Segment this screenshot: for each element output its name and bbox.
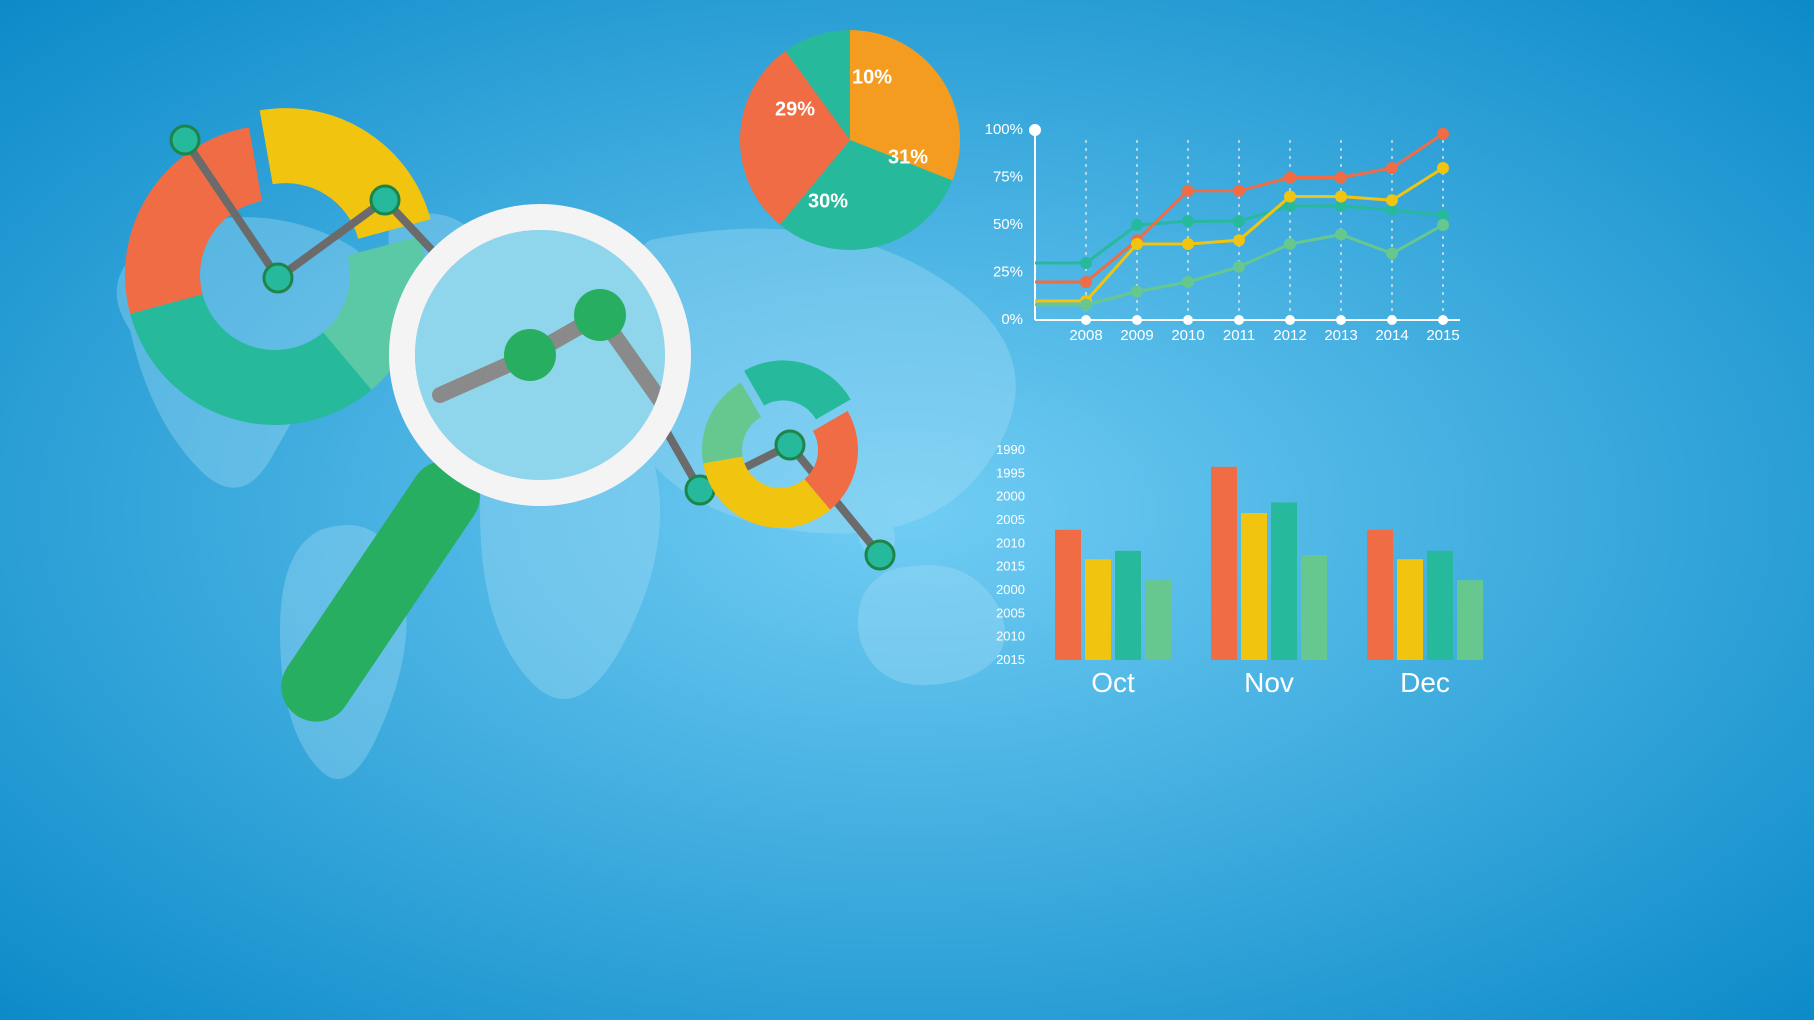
line-series-marker bbox=[1335, 229, 1347, 241]
line-series-marker bbox=[1131, 238, 1143, 250]
bar bbox=[1085, 559, 1111, 660]
line-series-marker bbox=[1182, 276, 1194, 288]
bar-chart-ytick: 2010 bbox=[996, 535, 1025, 550]
bar-chart-category: Nov bbox=[1244, 667, 1294, 698]
pie-chart: 10% 31% 30% 29% bbox=[740, 30, 960, 250]
line-series-marker bbox=[1437, 128, 1449, 140]
line-series-marker bbox=[1233, 215, 1245, 227]
bar bbox=[1055, 530, 1081, 660]
pie-slice-label: 31% bbox=[888, 146, 928, 168]
line-chart-xtick: 2015 bbox=[1426, 327, 1459, 344]
bar bbox=[1271, 503, 1297, 661]
line-chart-ytick: 50% bbox=[993, 216, 1023, 233]
bar-chart-category: Oct bbox=[1091, 667, 1135, 698]
trend-node bbox=[866, 541, 894, 569]
line-series-marker bbox=[1284, 172, 1296, 184]
bar bbox=[1145, 580, 1171, 660]
trend-node bbox=[264, 264, 292, 292]
bar-chart-ytick: 2015 bbox=[996, 652, 1025, 667]
pie-slice-label: 10% bbox=[852, 66, 892, 88]
line-chart-xtick: 2011 bbox=[1223, 327, 1255, 344]
bar bbox=[1241, 513, 1267, 660]
line-chart-ytick: 0% bbox=[1001, 311, 1023, 328]
line-series-marker bbox=[1080, 276, 1092, 288]
line-series-marker bbox=[1131, 219, 1143, 231]
trend-node bbox=[171, 126, 199, 154]
line-series-marker bbox=[1080, 257, 1092, 269]
line-series-marker bbox=[1233, 234, 1245, 246]
line-chart-ytick: 100% bbox=[985, 121, 1023, 138]
bar-chart-ytick: 2000 bbox=[996, 582, 1025, 597]
bar-chart-ytick: 2005 bbox=[996, 605, 1025, 620]
infographic-canvas: 10% 31% 30% 29% 0% 25% 50% 75% 100% 2008 2009 2010… bbox=[0, 0, 1814, 1020]
trend-node bbox=[776, 431, 804, 459]
line-chart-ytick: 75% bbox=[993, 169, 1023, 186]
bar-chart-ytick: 2010 bbox=[996, 629, 1025, 644]
bar-chart-ytick: 1995 bbox=[996, 465, 1025, 480]
bar bbox=[1301, 555, 1327, 660]
line-series-marker bbox=[1284, 238, 1296, 250]
bar bbox=[1115, 551, 1141, 660]
line-series-marker bbox=[1335, 172, 1347, 184]
line-chart-xtick: 2012 bbox=[1273, 327, 1306, 344]
pie-slice-label: 30% bbox=[808, 190, 848, 212]
line-series-marker bbox=[1131, 286, 1143, 298]
bar bbox=[1367, 530, 1393, 660]
line-series-marker bbox=[1335, 191, 1347, 203]
line-series-marker bbox=[1182, 185, 1194, 197]
bar bbox=[1397, 559, 1423, 660]
line-series-marker bbox=[1182, 238, 1194, 250]
line-series-marker bbox=[1284, 191, 1296, 203]
line-series-marker bbox=[1233, 185, 1245, 197]
bar-chart-ytick: 2005 bbox=[996, 512, 1025, 527]
line-series-marker bbox=[1386, 248, 1398, 260]
line-chart-xtick: 2008 bbox=[1069, 327, 1102, 344]
line-chart-ytick: 25% bbox=[993, 264, 1023, 281]
bar bbox=[1427, 551, 1453, 660]
line-series-marker bbox=[1182, 215, 1194, 227]
line-series-marker bbox=[1437, 219, 1449, 231]
bar-chart-ytick: 2000 bbox=[996, 489, 1025, 504]
bar bbox=[1211, 467, 1237, 660]
bar-chart-ytick: 1990 bbox=[996, 442, 1025, 457]
line-series-marker bbox=[1437, 162, 1449, 174]
line-chart-xtick: 2009 bbox=[1120, 327, 1153, 344]
line-chart-xtick: 2013 bbox=[1324, 327, 1357, 344]
trend-node bbox=[371, 186, 399, 214]
bar-chart-ytick: 2015 bbox=[996, 559, 1025, 574]
line-series-marker bbox=[1233, 261, 1245, 273]
line-chart-xtick: 2010 bbox=[1171, 327, 1204, 344]
line-series-marker bbox=[1080, 299, 1092, 311]
line-series-marker bbox=[1386, 162, 1398, 174]
line-chart-xtick: 2014 bbox=[1375, 327, 1408, 344]
bar-chart-category: Dec bbox=[1400, 667, 1450, 698]
line-series-marker bbox=[1386, 194, 1398, 206]
pie-slice-label: 29% bbox=[775, 98, 815, 120]
bar bbox=[1457, 580, 1483, 660]
